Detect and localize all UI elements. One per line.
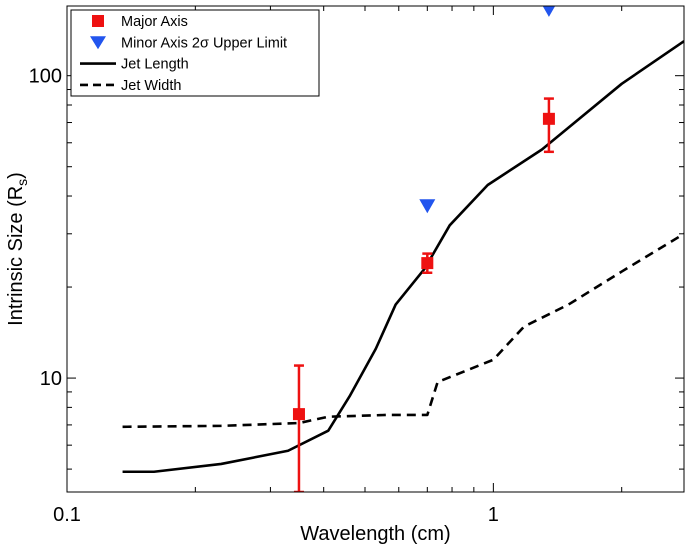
- legend-label-width: Jet Width: [121, 78, 181, 94]
- series-line-width: [122, 232, 684, 429]
- legend-marker-major-axis: [92, 15, 104, 27]
- legend: Major Axis Minor Axis 2σ Upper Limit Jet L…: [70, 9, 320, 97]
- legend-box: [70, 9, 320, 97]
- x-axis-label: Wavelength (cm): [300, 523, 450, 545]
- minor-axis-upper-limit-point: [542, 6, 556, 17]
- legend-label-minor: Minor Axis 2σ Upper Limit: [121, 35, 287, 51]
- legend-label-length: Jet Length: [121, 57, 189, 73]
- y-tick-label: 100: [29, 66, 62, 88]
- legend-label-major: Major Axis: [121, 14, 188, 30]
- legend-entries: Major Axis Minor Axis 2σ Upper Limit Jet L…: [80, 14, 287, 94]
- data-markers: [292, 6, 556, 492]
- major-axis-point: [421, 257, 434, 270]
- y-axis-label-main: Intrinsic Size (R: [5, 186, 27, 326]
- y-axis-label: Intrinsic Size (Rs): [5, 172, 30, 326]
- x-tick-label: 0.1: [53, 504, 81, 526]
- y-axis-label-subscript: s: [14, 179, 30, 186]
- tick-labels: 0.1 1 10 100: [29, 66, 499, 526]
- major-axis-point: [542, 112, 555, 125]
- legend-marker-minor-axis: [90, 36, 106, 50]
- y-axis-label-close: ): [5, 172, 27, 179]
- major-axis-point: [292, 408, 305, 421]
- axes-frame: [66, 5, 685, 493]
- series-line-length: [122, 40, 684, 474]
- y-tick-label: 10: [40, 368, 62, 390]
- x-tick-label: 1: [488, 504, 499, 526]
- minor-axis-upper-limit-point: [419, 199, 436, 214]
- plot-lines: [122, 40, 684, 474]
